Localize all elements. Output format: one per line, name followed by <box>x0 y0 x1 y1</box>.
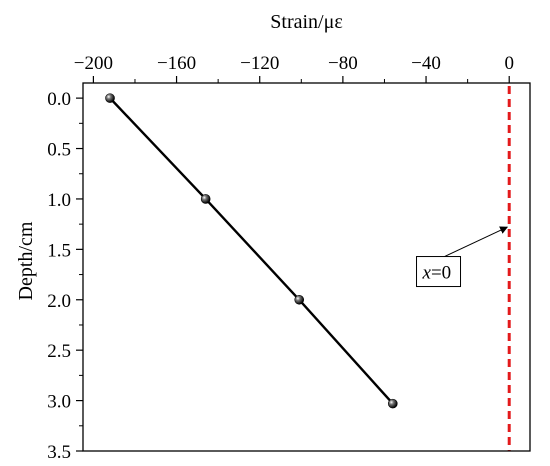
data-points <box>105 93 398 409</box>
data-point <box>387 398 398 409</box>
x-tick-label: −120 <box>240 53 279 74</box>
series-line <box>109 97 394 405</box>
x-axis-label: Strain/με <box>270 11 342 33</box>
x-tick-label: −200 <box>74 53 113 74</box>
y-tick-label: 1.0 <box>47 190 71 211</box>
x-tick-label: −40 <box>411 53 441 74</box>
y-tick-label: 2.5 <box>47 341 71 362</box>
y-tick-label: 0.5 <box>47 140 71 161</box>
y-axis-label: Depth/cm <box>15 221 37 300</box>
x-tick-label: −160 <box>157 53 196 74</box>
plot-frame <box>82 82 531 452</box>
x-tick-label: −80 <box>328 53 358 74</box>
axis-ticks <box>76 76 510 452</box>
data-point <box>294 294 305 305</box>
y-tick-label: 2.0 <box>47 291 71 312</box>
y-tick-label: 3.0 <box>47 392 71 413</box>
annotation-value: =0 <box>431 263 451 284</box>
y-tick-label: 0.0 <box>47 89 71 110</box>
x-tick-label: 0 <box>504 53 514 74</box>
annotation-arrow <box>444 226 509 257</box>
annotation-label: x=0 <box>422 263 452 284</box>
y-tick-label: 3.5 <box>47 442 71 463</box>
axis-tick-labels: −200 −160 −120 −80 −40 0 0.0 0.5 1.0 1.5 2.0 2.5 3.0… <box>47 53 514 463</box>
y-tick-label: 1.5 <box>47 240 71 261</box>
annotation-variable: x <box>422 263 432 284</box>
annotation-box <box>416 256 462 288</box>
data-point <box>200 194 211 204</box>
data-point <box>105 93 115 103</box>
